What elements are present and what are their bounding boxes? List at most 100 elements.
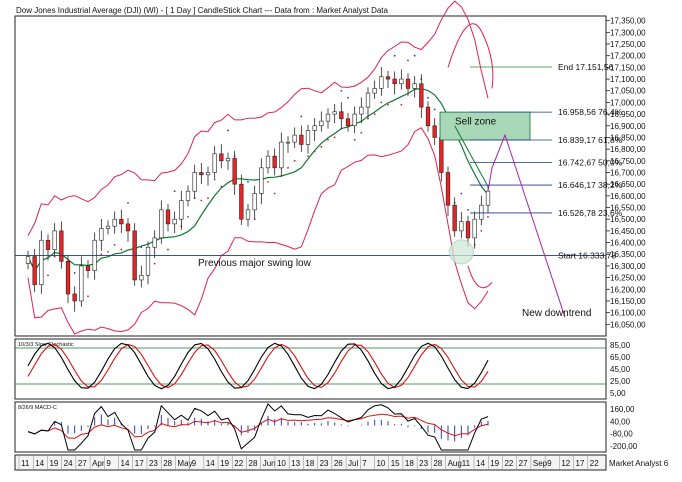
- price-tick-label: 16,500,00: [610, 215, 646, 224]
- macd-tick-label: 40,00: [610, 417, 631, 426]
- moving-average-line: [27, 87, 489, 272]
- sar-dot: [53, 255, 56, 258]
- sar-dot: [100, 253, 103, 256]
- candle-body: [99, 228, 104, 241]
- macd-signal-line: [27, 413, 489, 439]
- sar-dot: [87, 295, 89, 298]
- price-tick-label: 16,700,00: [610, 168, 646, 177]
- sar-dot: [487, 215, 489, 218]
- price-tick-label: 17,050,00: [610, 87, 646, 96]
- price-tick-label: 16,100,00: [610, 309, 646, 318]
- price-tick-label: 16,650,00: [610, 180, 646, 189]
- x-tick-label: 19: [490, 459, 499, 468]
- price-tick-label: 17,250,00: [610, 40, 646, 49]
- candle-body: [45, 239, 51, 250]
- fib-level-label: 16.526,78 23,6%: [558, 208, 623, 218]
- stoch-tick-label: 25,00: [610, 377, 631, 386]
- downtrend-projection: [487, 133, 566, 318]
- candle-body: [485, 190, 491, 206]
- sar-dot: [293, 159, 296, 162]
- candle-body: [432, 125, 437, 138]
- sar-dot: [167, 248, 169, 251]
- macd-tick-label: -200,00: [610, 442, 638, 451]
- x-tick-label: 22: [234, 459, 243, 468]
- sar-dot: [407, 59, 409, 62]
- candle-body: [252, 193, 257, 211]
- x-axis: 11 14 19 24 27 Apr 9 14 17 23 28 May 9 14 19 22 28 Jun 10 1…: [14, 454, 669, 471]
- x-tick-label: 28: [163, 459, 172, 468]
- sar-dot: [333, 136, 336, 139]
- x-tick-label: 23: [149, 459, 158, 468]
- price-frame: [14, 15, 607, 337]
- stoch-title: 10/3/3 Slow Stochastic: [18, 342, 74, 348]
- x-tick-label: 7: [362, 459, 367, 468]
- sar-dot: [287, 166, 289, 169]
- candle-body: [185, 190, 191, 201]
- price-tick-label: 16,550,00: [610, 204, 646, 213]
- x-axis-band: [14, 454, 607, 471]
- x-tick-label: 28: [249, 459, 258, 468]
- x-tick-label: 22: [590, 459, 599, 468]
- sar-dot: [467, 208, 469, 211]
- price-tick-label: 16,400,00: [610, 239, 646, 248]
- price-tick-label: 16,050,00: [610, 320, 646, 329]
- x-tick-label: 14: [121, 459, 130, 468]
- x-tick-label: 18: [305, 459, 314, 468]
- candle-body: [305, 130, 311, 145]
- candle-body: [425, 106, 431, 127]
- candle-body: [479, 204, 484, 220]
- candle-body: [199, 172, 204, 176]
- swing-low-label: Previous major swing low: [198, 258, 312, 269]
- candle-body: [405, 78, 411, 89]
- macd-panel: 8/26/9 MACD-C 160,00 40,00 -80,00 -200,00: [14, 401, 638, 453]
- macd-frame: [14, 401, 607, 453]
- x-tick-label: 14: [35, 459, 44, 468]
- fib-diagonal: [454, 125, 489, 187]
- candle-body: [119, 218, 124, 225]
- sar-dot: [300, 115, 303, 118]
- price-panel: 17,350,00 17,300,00 17,250,00 17,200,00 17,1…: [14, 0, 646, 337]
- sar-dot: [220, 185, 223, 188]
- sar-dot: [393, 54, 396, 57]
- sar-dot: [353, 138, 356, 141]
- sar-dot: [113, 244, 116, 246]
- candle-body: [212, 153, 217, 173]
- sar-dot: [127, 201, 129, 204]
- sar-dot: [460, 192, 463, 195]
- sar-dot: [387, 103, 389, 106]
- candle-body: [445, 172, 451, 206]
- x-tick-label: 9: [192, 459, 197, 468]
- candle-body: [319, 120, 324, 127]
- x-tick-label: 19: [220, 459, 229, 468]
- candle-body: [332, 111, 337, 115]
- x-tick-label: 24: [64, 459, 73, 468]
- x-tick-label: 27: [78, 459, 87, 468]
- x-tick-label: 22: [504, 459, 513, 468]
- x-tick-label: 9: [106, 459, 111, 468]
- candle-body: [285, 141, 291, 144]
- sar-dot: [273, 192, 276, 195]
- stoch-tick-label: 85,00: [610, 341, 631, 350]
- candle-body: [265, 155, 271, 169]
- candle-body: [472, 218, 477, 239]
- sar-dot: [400, 103, 403, 106]
- sar-dot: [267, 180, 269, 183]
- candle-body: [139, 274, 144, 281]
- candle-body: [245, 209, 251, 220]
- candle-body: [279, 141, 284, 169]
- candle-body: [419, 83, 424, 108]
- sar-dot: [227, 129, 229, 132]
- price-tick-label: 17,350,00: [610, 17, 646, 26]
- sar-dot: [47, 274, 49, 277]
- x-tick-label: Apr: [92, 459, 105, 468]
- candle-body: [172, 218, 177, 225]
- sar-dot: [380, 101, 383, 104]
- candle-body: [459, 221, 464, 232]
- candle-body: [452, 204, 457, 232]
- candle-body: [372, 88, 377, 94]
- candle-body: [352, 113, 357, 127]
- x-tick-label: 11: [21, 459, 30, 468]
- price-tick-label: 16,900,00: [610, 122, 646, 131]
- candle-body: [272, 155, 277, 169]
